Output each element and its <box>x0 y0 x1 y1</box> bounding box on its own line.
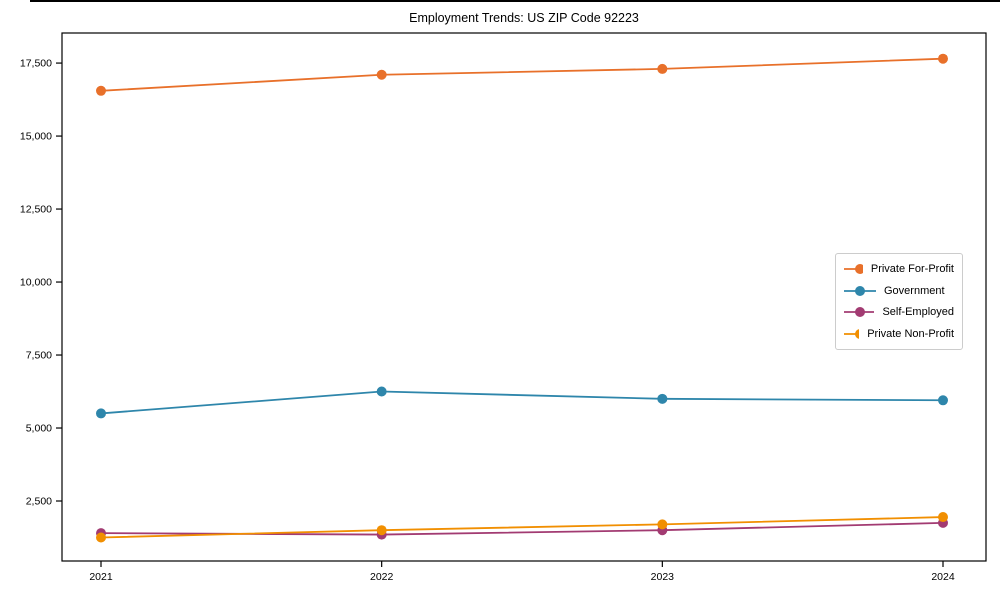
window-top-edge <box>30 0 1000 2</box>
data-point-private-non-profit-2023 <box>657 519 668 530</box>
x-tick-label: 2024 <box>931 571 955 583</box>
legend-marker-private-non-profit <box>844 329 860 339</box>
y-tick-label: 12,500 <box>20 204 52 216</box>
legend-marker-government <box>844 285 876 296</box>
legend-label-private-for-profit: Private For-Profit <box>870 263 954 275</box>
data-point-government-2022 <box>376 386 387 397</box>
legend-dot <box>855 329 860 339</box>
x-tick-label: 2022 <box>370 571 394 583</box>
data-point-private-for-profit-2021 <box>96 85 106 96</box>
series-line-self-employed <box>100 522 944 536</box>
legend-item-self-employed: Self-Employed <box>844 304 954 320</box>
series-line-private-non-profit <box>100 516 944 539</box>
x-tick-label: 2023 <box>651 571 675 583</box>
data-point-private-for-profit-2024 <box>938 53 948 64</box>
y-tick-label: 10,000 <box>20 277 52 289</box>
legend-label-private-non-profit: Private Non-Profit <box>867 327 954 340</box>
legend-item-government: Government <box>844 283 954 299</box>
series-line-government <box>100 390 944 415</box>
legend-dot <box>855 264 863 274</box>
y-tick-label: 7,500 <box>26 350 52 362</box>
plot-border <box>61 32 987 562</box>
y-tick-label: 15,000 <box>20 131 52 143</box>
chart-title: Employment Trends: US ZIP Code 92223 <box>409 11 639 25</box>
data-point-private-non-profit-2021 <box>96 532 106 543</box>
data-point-government-2021 <box>96 408 106 419</box>
legend-item-private-non-profit: Private Non-Profit <box>844 326 954 342</box>
series-line-private-for-profit <box>100 57 944 92</box>
y-tick-label: 17,500 <box>20 58 52 70</box>
x-tick-label: 2021 <box>89 571 113 583</box>
data-point-government-2024 <box>938 395 948 406</box>
legend-item-private-for-profit: Private For-Profit <box>844 261 954 277</box>
y-tick-label: 5,000 <box>26 423 52 435</box>
legend-dot <box>855 307 865 318</box>
legend-label-government: Government <box>884 284 945 297</box>
legend-label-self-employed: Self-Employed <box>882 306 954 319</box>
data-point-government-2023 <box>657 393 668 404</box>
legend-dot <box>855 285 865 296</box>
y-tick-label: 2,500 <box>26 496 52 508</box>
data-point-private-non-profit-2024 <box>938 512 948 523</box>
data-point-private-for-profit-2022 <box>376 69 387 80</box>
data-point-private-for-profit-2023 <box>657 63 668 74</box>
data-point-private-non-profit-2022 <box>376 525 387 536</box>
legend-marker-private-for-profit <box>844 264 863 274</box>
legend-marker-self-employed <box>844 307 875 318</box>
chart-legend: Private For-Profit Government Self-Employe… <box>835 253 963 350</box>
